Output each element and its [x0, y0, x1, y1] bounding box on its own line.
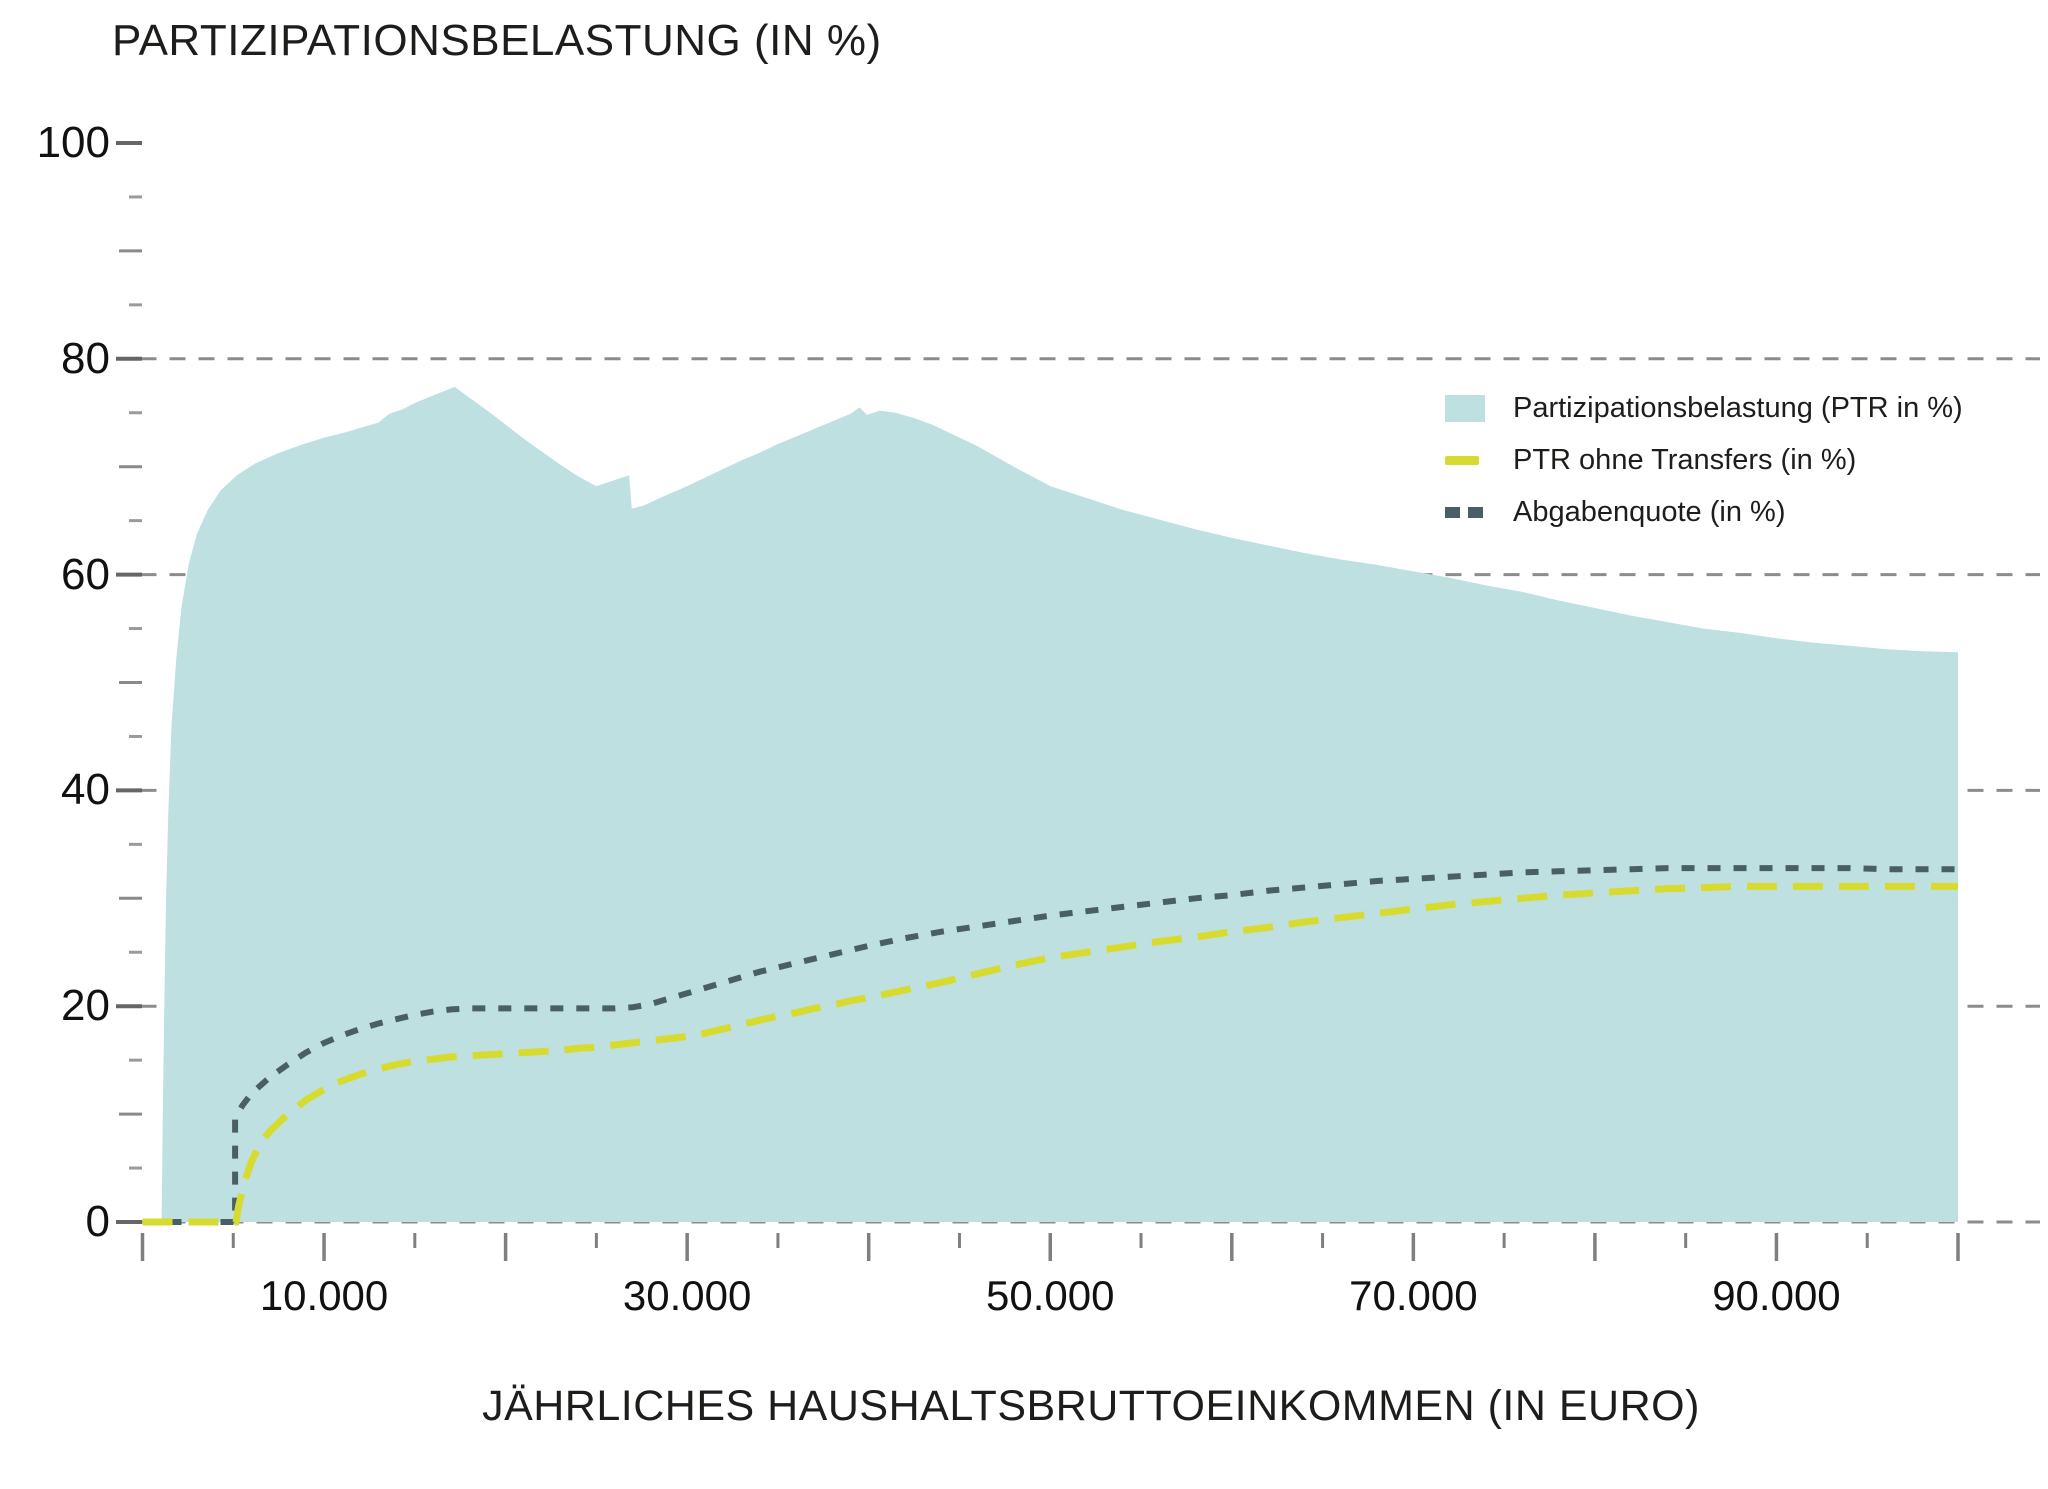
legend: Partizipationsbelastung (PTR in %) PTR o…: [1445, 386, 1963, 542]
ptr-area-series: [161, 386, 1959, 1222]
legend-label-ptr-ohne-transfers: PTR ohne Transfers (in %): [1513, 443, 1857, 476]
dotted-swatch-icon: [1445, 506, 1483, 518]
y-tick-label: 40: [61, 765, 110, 815]
legend-item-abgabenquote: Abgabenquote (in %): [1445, 490, 1963, 534]
legend-swatch-column: [1445, 394, 1513, 422]
ptr-ohne-transfers-line-series: [142, 882, 1958, 1226]
y-tick-label: 80: [61, 333, 110, 383]
area-swatch-icon: [1445, 394, 1485, 422]
x-tick-label: 50.000: [986, 1272, 1115, 1319]
legend-swatch-column: [1445, 455, 1513, 465]
legend-item-partizipationsbelastung: Partizipationsbelastung (PTR in %): [1445, 386, 1963, 430]
legend-label-abgabenquote: Abgabenquote (in %): [1513, 495, 1786, 528]
x-tick-label: 30.000: [622, 1272, 752, 1319]
legend-swatch-column: [1445, 506, 1513, 518]
abgabenquote-line-series: [142, 865, 1958, 1225]
x-tick-label: 90.000: [1712, 1272, 1841, 1319]
y-tick-label: 0: [85, 1197, 110, 1246]
y-tick-label: 20: [61, 981, 110, 1031]
x-tick-label: 10.000: [259, 1272, 389, 1319]
x-axis-title: JÄHRLICHES HAUSHALTSBRUTTOEINKOMMEN (IN …: [482, 1382, 1700, 1430]
y-tick-label: 60: [61, 549, 110, 599]
chart-title: PARTIZIPATIONSBELASTUNG (IN %): [112, 16, 882, 65]
legend-item-ptr-ohne-transfers: PTR ohne Transfers (in %): [1445, 438, 1963, 482]
x-tick-label: 70.000: [1349, 1272, 1478, 1319]
legend-label-partizipationsbelastung: Partizipationsbelastung (PTR in %): [1513, 391, 1963, 424]
y-tick-label: 100: [36, 118, 110, 167]
dash-swatch-icon: [1445, 455, 1479, 465]
